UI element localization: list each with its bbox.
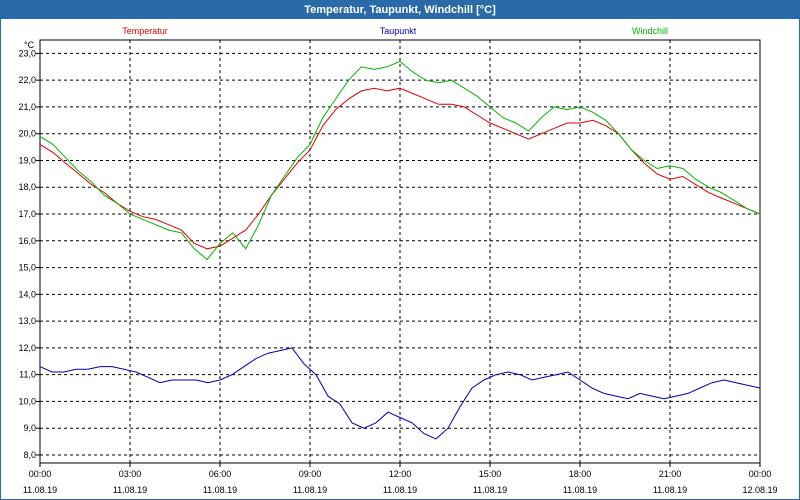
x-tick-date: 12.08.19: [742, 485, 777, 495]
y-tick-label: 9,0: [23, 423, 36, 433]
y-tick-label: 17,0: [18, 209, 36, 219]
x-tick-date: 11.08.19: [23, 485, 57, 495]
x-tick-time: 00:00: [749, 469, 772, 479]
legend: Temperatur Taupunkt Windchill: [122, 26, 668, 36]
x-tick-date: 11.08.19: [203, 485, 237, 495]
y-tick-label: 10,0: [18, 396, 36, 406]
x-tick-date: 11.08.19: [653, 485, 687, 495]
series-lines: [39, 60, 761, 440]
y-tick-label: 8,0: [23, 450, 36, 460]
y-tick-label: 18,0: [18, 182, 36, 192]
y-tick-label: 19,0: [18, 155, 36, 165]
x-tick-date: 11.08.19: [563, 485, 597, 495]
x-tick-time: 00:00: [29, 469, 52, 479]
legend-item-taupunkt: Taupunkt: [380, 26, 417, 36]
x-tick-date: 11.08.19: [293, 485, 327, 495]
x-tick-time: 15:00: [479, 469, 502, 479]
y-tick-label: 14,0: [18, 289, 36, 299]
y-tick-label: 15,0: [18, 263, 36, 273]
y-tick-label: 20,0: [18, 129, 36, 139]
legend-item-temperatur: Temperatur: [122, 26, 168, 36]
series-line-windchill: [39, 60, 761, 261]
legend-item-windchill: Windchill: [632, 26, 668, 36]
x-tick-date: 11.08.19: [473, 485, 507, 495]
y-axis-ticks: 8,0 9,0 10,0 11,0 12,0 13,0 14,0 15,0 16,0 17,0 18…: [18, 48, 40, 460]
y-tick-label: 23,0: [18, 48, 36, 58]
y-tick-label: 21,0: [18, 102, 36, 112]
x-tick-time: 12:00: [389, 469, 412, 479]
x-tick-time: 06:00: [209, 469, 232, 479]
y-tick-label: 16,0: [18, 236, 36, 246]
x-tick-date: 11.08.19: [383, 485, 417, 495]
x-tick-time: 21:00: [659, 469, 682, 479]
x-tick-time: 09:00: [299, 469, 322, 479]
series-line-temperatur: [39, 87, 761, 250]
y-tick-label: 13,0: [18, 316, 36, 326]
x-axis-ticks: 00:00 11.08.19 03:00 11.08.19 06:00 11.08.19 0…: [23, 463, 778, 495]
y-tick-label: 11,0: [19, 370, 36, 380]
series-line-taupunkt: [39, 347, 761, 440]
window-title: Temperatur, Taupunkt, Windchill [°C]: [1, 1, 799, 19]
grid-lines: [40, 40, 760, 463]
y-tick-label: 22,0: [18, 75, 36, 85]
x-tick-time: 03:00: [119, 469, 142, 479]
y-tick-label: 12,0: [18, 343, 36, 353]
x-tick-date: 11.08.19: [113, 485, 147, 495]
x-tick-time: 18:00: [569, 469, 592, 479]
y-axis-unit: °C: [24, 40, 35, 50]
